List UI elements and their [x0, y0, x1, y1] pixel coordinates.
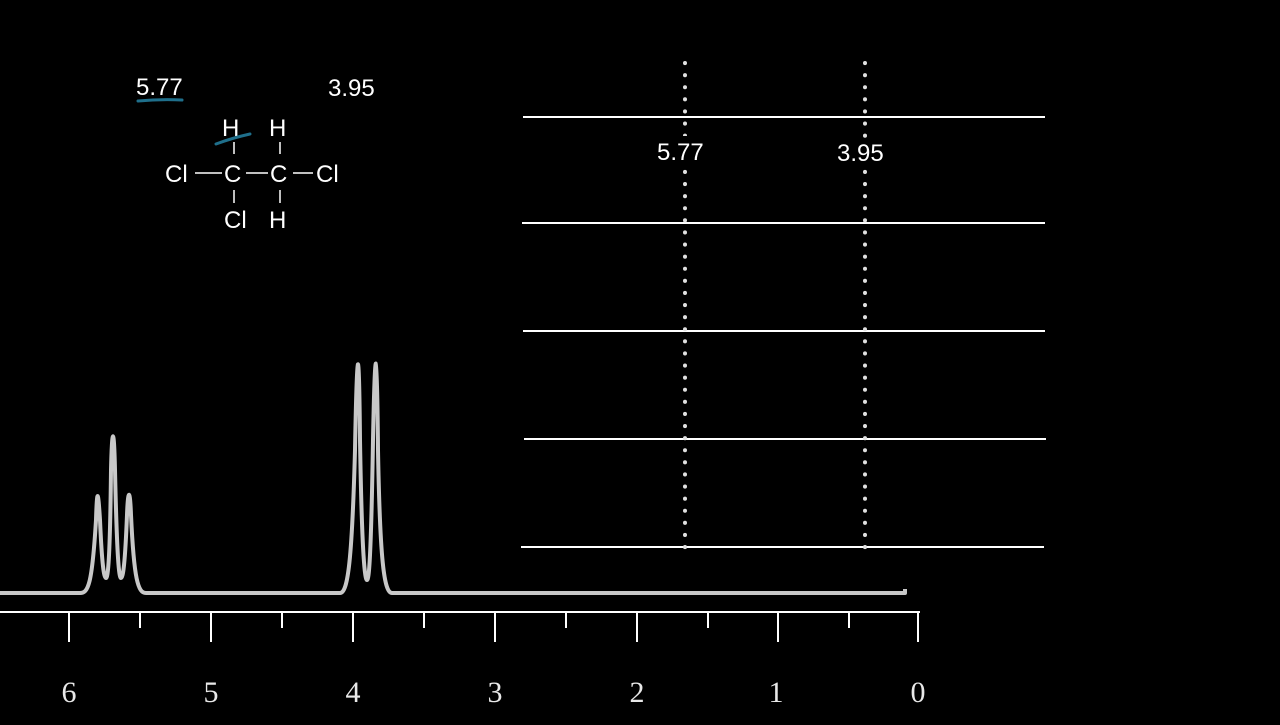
shift-label-b: 3.95	[328, 75, 375, 102]
atom-cl-bottom: Cl	[224, 207, 247, 234]
atom-h2: H	[269, 115, 286, 142]
atom-h1: H	[222, 115, 239, 142]
splitting-table	[521, 116, 1046, 548]
ppm-axis	[0, 611, 920, 642]
atom-c1: C	[224, 161, 241, 188]
tick-label-0: 0	[911, 676, 926, 709]
table-column-label-b: 3.95	[837, 140, 884, 167]
label-bg-a	[652, 136, 718, 166]
molecule-structure: H H Cl C C Cl Cl H	[165, 115, 339, 234]
axis-tick-labels: 6 5 4 3 2 1 0	[62, 676, 926, 709]
atom-cl-right: Cl	[316, 161, 339, 188]
shift-label-a: 5.77	[136, 74, 183, 101]
tick-label-2: 2	[630, 676, 645, 709]
highlight-mark	[214, 132, 252, 146]
atom-h3: H	[269, 207, 286, 234]
tick-label-4: 4	[346, 676, 361, 709]
table-column-label-a: 5.77	[657, 139, 704, 166]
spectrum-trace	[0, 361, 907, 595]
label-bg-b	[832, 138, 898, 168]
atom-cl-left: Cl	[165, 161, 188, 188]
tick-label-5: 5	[204, 676, 219, 709]
atom-c2: C	[270, 161, 287, 188]
tick-label-1: 1	[769, 676, 784, 709]
underline-mark	[136, 98, 184, 103]
tick-label-6: 6	[62, 676, 77, 709]
tick-label-3: 3	[488, 676, 503, 709]
